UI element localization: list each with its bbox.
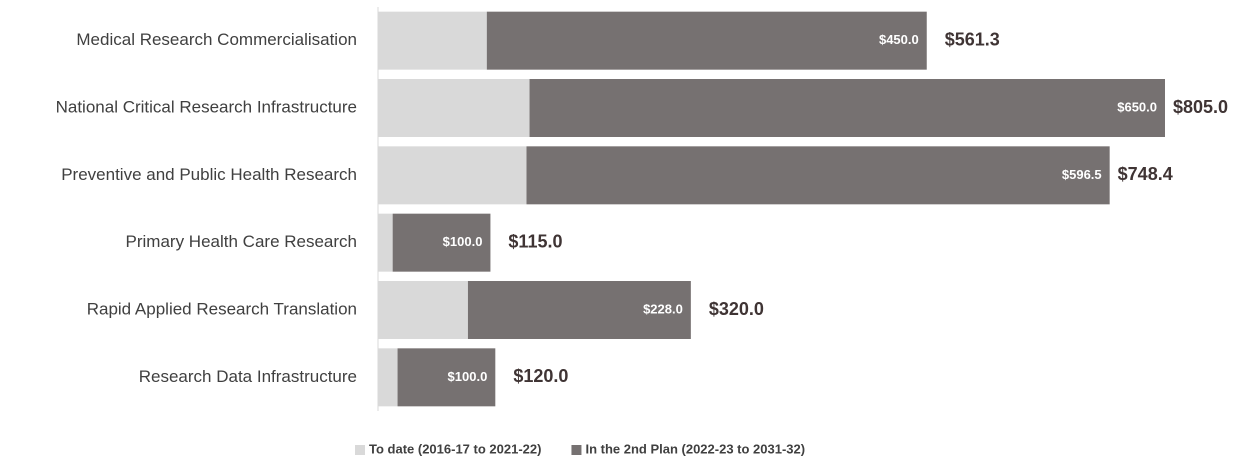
bar-segment [378, 213, 393, 272]
value-label: $596.5 [1062, 167, 1102, 182]
bar-segment [486, 11, 927, 70]
value-label: $100.0 [448, 369, 488, 384]
legend-swatch [355, 445, 365, 455]
bar-segment [526, 146, 1110, 205]
bar-segment [529, 79, 1165, 137]
bar-segment [378, 146, 527, 205]
total-label: $120.0 [513, 366, 568, 386]
value-label: $100.0 [443, 234, 483, 249]
category-label: Research Data Infrastructure [139, 367, 357, 386]
legend-label: In the 2nd Plan (2022-23 to 2031-32) [585, 441, 805, 456]
bar-segment [378, 348, 398, 407]
bar-segment [378, 79, 530, 137]
category-label: Medical Research Commercialisation [76, 30, 357, 49]
total-label: $748.4 [1118, 164, 1173, 184]
total-label: $115.0 [508, 231, 562, 251]
legend-swatch [571, 445, 582, 455]
category-label: Preventive and Public Health Research [61, 165, 357, 184]
bar-segment [378, 281, 468, 339]
bar-segment [467, 281, 691, 339]
value-label: $228.0 [643, 301, 683, 316]
category-label: Rapid Applied Research Translation [87, 299, 357, 318]
bar-segment [392, 213, 491, 272]
total-label: $320.0 [709, 299, 764, 319]
legend-label: To date (2016-17 to 2021-22) [369, 441, 541, 456]
value-label: $650.0 [1117, 99, 1157, 114]
total-label: $561.3 [945, 29, 1000, 49]
bar-segment [378, 11, 487, 70]
bar-segment [397, 348, 496, 407]
category-label: National Critical Research Infrastructur… [56, 97, 357, 116]
total-label: $805.0 [1173, 97, 1228, 117]
category-label: Primary Health Care Research [126, 232, 357, 251]
value-label: $450.0 [879, 32, 919, 47]
